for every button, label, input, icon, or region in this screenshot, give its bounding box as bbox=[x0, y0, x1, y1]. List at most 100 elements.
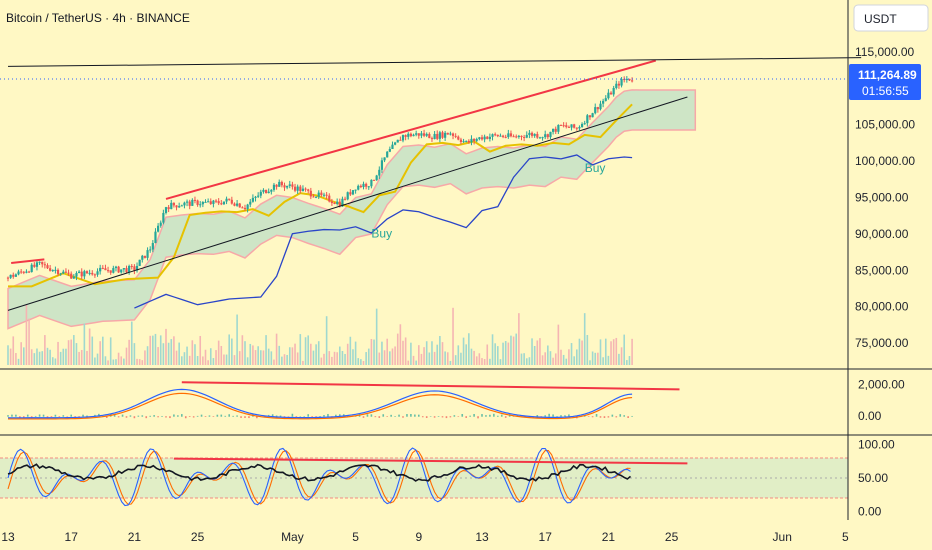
candle-body bbox=[236, 203, 239, 206]
volume-bar bbox=[207, 360, 209, 365]
volume-bar bbox=[349, 336, 352, 365]
currency-selector[interactable]: USDT bbox=[853, 4, 929, 32]
candle-body bbox=[599, 103, 602, 110]
candle-body bbox=[199, 204, 202, 206]
candle-body bbox=[512, 136, 515, 138]
volume-bar bbox=[183, 352, 186, 365]
candle-body bbox=[341, 198, 344, 207]
trendline-lower-channel[interactable] bbox=[7, 96, 688, 311]
price-tick-label: 90,000.00 bbox=[855, 227, 909, 241]
stoch-d-line bbox=[7, 449, 631, 505]
candle-body bbox=[275, 184, 278, 187]
macd-divergence-trendline[interactable] bbox=[181, 381, 680, 391]
volume-bar bbox=[373, 339, 375, 365]
volume-bar bbox=[59, 351, 62, 365]
candle-body bbox=[159, 222, 162, 226]
macd-histogram-bar bbox=[117, 416, 120, 418]
volume-bar bbox=[618, 353, 620, 365]
volume-bar bbox=[462, 337, 465, 365]
candle-body bbox=[394, 142, 397, 145]
volume-bar bbox=[133, 343, 136, 365]
macd-histogram-bar bbox=[192, 416, 195, 418]
price-pane[interactable]: Buy Buy bbox=[0, 57, 862, 365]
time-tick-label: 21 bbox=[602, 530, 616, 544]
candle-body bbox=[631, 80, 634, 82]
candle-body bbox=[483, 136, 486, 140]
price-axis[interactable]: 115,000.00110,000.00105,000.00100,000.00… bbox=[855, 45, 915, 350]
volume-bar bbox=[312, 350, 315, 365]
volume-bar bbox=[233, 355, 236, 365]
volume-bar bbox=[49, 349, 51, 365]
macd-histogram-bar bbox=[524, 416, 527, 417]
stoch-rsi-pane[interactable] bbox=[0, 447, 848, 507]
macd-histogram-bar bbox=[623, 415, 625, 417]
candle-body bbox=[209, 201, 212, 204]
candle-body bbox=[544, 134, 547, 138]
candle-body bbox=[217, 201, 220, 204]
volume-bar bbox=[199, 335, 202, 365]
candle-body bbox=[62, 271, 65, 274]
candle-body bbox=[64, 271, 68, 273]
volume-bar bbox=[410, 342, 412, 365]
volume-bar bbox=[331, 356, 333, 365]
macd-histogram-bar bbox=[299, 416, 302, 417]
volume-bar bbox=[154, 333, 157, 365]
volume-bar bbox=[444, 351, 446, 365]
macd-histogram-bar bbox=[137, 415, 140, 417]
macd-histogram-bar bbox=[556, 416, 558, 417]
candle-body bbox=[588, 115, 592, 118]
macd-histogram-bar bbox=[390, 414, 392, 417]
volume-bar bbox=[310, 343, 312, 365]
trendline-upper-channel[interactable] bbox=[165, 59, 657, 200]
macd-signal-line bbox=[7, 392, 633, 420]
macd-histogram-bar bbox=[256, 416, 258, 419]
volume-bar bbox=[109, 337, 112, 365]
macd-histogram-bar bbox=[429, 416, 432, 417]
candle-body bbox=[465, 140, 468, 142]
volume-bar bbox=[531, 338, 533, 365]
macd-pane[interactable] bbox=[7, 381, 680, 420]
volume-bar bbox=[362, 360, 365, 365]
candle-body bbox=[149, 249, 152, 251]
macd-histogram-bar bbox=[188, 416, 191, 417]
rsi-divergence-trendline[interactable] bbox=[173, 457, 688, 465]
candle-body bbox=[54, 269, 57, 271]
volume-bar bbox=[123, 358, 125, 365]
macd-histogram-bar bbox=[307, 414, 309, 417]
volume-bar bbox=[333, 351, 336, 365]
volume-bar bbox=[209, 348, 212, 365]
candle-body bbox=[254, 196, 257, 198]
candle-body bbox=[457, 136, 460, 140]
volume-bar bbox=[544, 352, 546, 365]
macd-histogram-bar bbox=[204, 416, 207, 417]
price-tick-label: 85,000.00 bbox=[855, 263, 909, 277]
candle-body bbox=[257, 195, 260, 197]
macd-histogram-bar bbox=[212, 416, 215, 417]
trendline-resistance[interactable] bbox=[7, 57, 862, 67]
volume-bar bbox=[457, 345, 460, 365]
trendline-short[interactable] bbox=[11, 258, 45, 265]
candle-body bbox=[293, 186, 297, 191]
candle-body bbox=[167, 207, 170, 210]
currency-selector-box[interactable] bbox=[853, 4, 929, 32]
long-moving-average-line bbox=[134, 154, 633, 309]
macd-axis[interactable]: 2,000.00 0.00 bbox=[858, 378, 905, 424]
candle-body bbox=[612, 87, 615, 95]
candle-body bbox=[567, 126, 570, 128]
macd-histogram-bar bbox=[275, 415, 278, 417]
volume-bar bbox=[481, 358, 483, 365]
candle-body bbox=[270, 189, 273, 192]
volume-bar bbox=[439, 335, 441, 365]
candle-body bbox=[114, 266, 118, 269]
volume-bar bbox=[146, 346, 149, 365]
macd-histogram-bar bbox=[173, 414, 175, 417]
stoch-axis[interactable]: 100.00 50.00 0.00 bbox=[858, 438, 895, 519]
candle-body bbox=[80, 271, 83, 277]
volume-bar bbox=[241, 335, 244, 365]
time-axis[interactable]: 13 17 21 25 May 5 9 13 17 21 25 Jun 5 bbox=[1, 530, 849, 544]
volume-bar bbox=[25, 304, 28, 365]
volume-bar bbox=[386, 338, 388, 365]
volume-bar bbox=[404, 337, 407, 365]
candle-body bbox=[188, 201, 191, 206]
